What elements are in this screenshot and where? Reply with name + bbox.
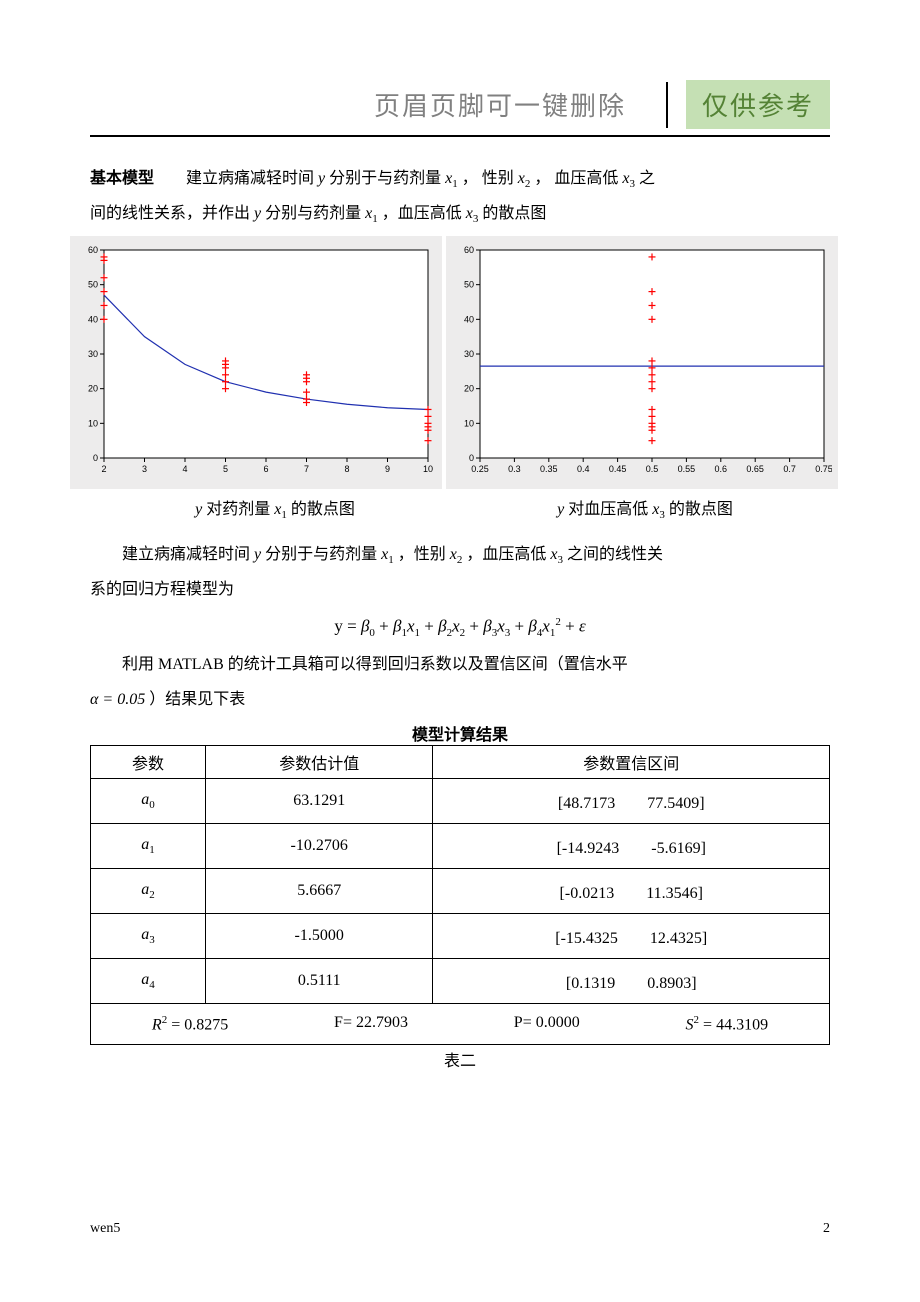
lead-bold: 基本模型: [90, 170, 154, 187]
cell-est: 0.5111: [205, 958, 433, 1003]
var-y: y: [318, 170, 325, 187]
cell-param: a3: [91, 913, 206, 958]
svg-text:0: 0: [93, 453, 98, 463]
cell-ci: [-15.4325 12.4325]: [433, 913, 830, 958]
paragraph-2: 建立病痛减轻时间 y 分别于与药剂量 x1 ，性别 x2 ，血压高低 x3 之间…: [90, 537, 830, 608]
svg-text:0.25: 0.25: [471, 464, 489, 474]
svg-text:50: 50: [464, 279, 474, 289]
svg-text:2: 2: [101, 464, 106, 474]
svg-text:40: 40: [88, 314, 98, 324]
header-divider: [666, 82, 668, 128]
table-row: a3-1.5000[-15.4325 12.4325]: [91, 913, 830, 958]
table-row: a063.1291[48.7173 77.5409]: [91, 778, 830, 823]
svg-text:7: 7: [304, 464, 309, 474]
svg-text:30: 30: [464, 349, 474, 359]
stat-p: P= 0.0000: [514, 1014, 580, 1034]
table-row: a25.6667[-0.0213 11.3546]: [91, 868, 830, 913]
stat-r2: R2 = 0.8275: [152, 1014, 228, 1034]
col-ci: 参数置信区间: [433, 745, 830, 778]
svg-text:10: 10: [88, 418, 98, 428]
alpha-eq: α = 0.05: [90, 691, 145, 708]
chart-right-svg: 0.25 0.3 0.35 0.4 0.45 0.5 0.55 0.6 0.65 0.7 0.75 0…: [452, 242, 832, 478]
stats-row: R2 = 0.8275 F= 22.7903 P= 0.0000 S2 = 44…: [91, 1003, 830, 1044]
svg-text:20: 20: [88, 383, 98, 393]
page-header: 页眉页脚可一键删除 仅供参考: [90, 80, 830, 137]
cell-ci: [-14.9243 -5.6169]: [433, 823, 830, 868]
table-title: 模型计算结果: [90, 721, 830, 745]
cell-ci: [-0.0213 11.3546]: [433, 868, 830, 913]
cell-param: a4: [91, 958, 206, 1003]
chart-right: 0.25 0.3 0.35 0.4 0.45 0.5 0.55 0.6 0.65 0.7 0.75 0…: [446, 236, 838, 489]
svg-text:0.45: 0.45: [609, 464, 627, 474]
svg-text:0.5: 0.5: [646, 464, 659, 474]
charts-row: 23456789100102030405060 0.250.30.350.40.…: [70, 236, 830, 489]
svg-text:60: 60: [88, 245, 98, 255]
chart-captions: y 对药剂量 x1 的散点图 y 对血压高低 x3 的散点图: [90, 495, 830, 521]
svg-text:9: 9: [385, 464, 390, 474]
svg-text:0.35: 0.35: [540, 464, 558, 474]
svg-text:40: 40: [464, 314, 474, 324]
caption-right: y 对血压高低 x3 的散点图: [460, 495, 830, 521]
table-row: a1-10.2706[-14.9243 -5.6169]: [91, 823, 830, 868]
chart-left: 2 3 4 5 6 7 8 9 10 0 10 20 30 40 50 60: [70, 236, 442, 489]
svg-text:0.7: 0.7: [783, 464, 796, 474]
paragraph-3: 利用 MATLAB 的统计工具箱可以得到回归系数以及置信区间（置信水平 α = …: [90, 647, 830, 717]
svg-text:4: 4: [182, 464, 187, 474]
svg-text:0.55: 0.55: [678, 464, 696, 474]
col-estimate: 参数估计值: [205, 745, 433, 778]
var-x3: x: [622, 170, 629, 187]
cell-est: 63.1291: [205, 778, 433, 823]
svg-text:8: 8: [344, 464, 349, 474]
table-caption: 表二: [90, 1047, 830, 1071]
cell-param: a2: [91, 868, 206, 913]
header-left-text: 页眉页脚可一键删除: [374, 86, 626, 123]
page-footer: wen5 2: [90, 1221, 830, 1237]
svg-text:60: 60: [464, 245, 474, 255]
table-row: a40.5111[0.1319 0.8903]: [91, 958, 830, 1003]
header-badge: 仅供参考: [686, 80, 830, 129]
table-header-row: 参数 参数估计值 参数置信区间: [91, 745, 830, 778]
svg-text:50: 50: [88, 279, 98, 289]
stat-s2: S2 = 44.3109: [686, 1014, 769, 1034]
page: 页眉页脚可一键删除 仅供参考 基本模型 建立病痛减轻时间 y 分别于与药剂量 x…: [0, 0, 920, 1277]
svg-text:0.4: 0.4: [577, 464, 590, 474]
cell-est: 5.6667: [205, 868, 433, 913]
svg-text:0.3: 0.3: [508, 464, 521, 474]
chart-left-svg: 2 3 4 5 6 7 8 9 10 0 10 20 30 40 50 60: [76, 242, 436, 478]
svg-text:0.65: 0.65: [746, 464, 764, 474]
svg-text:0: 0: [469, 453, 474, 463]
cell-param: a0: [91, 778, 206, 823]
col-param: 参数: [91, 745, 206, 778]
footer-left: wen5: [90, 1221, 120, 1237]
svg-text:20: 20: [464, 383, 474, 393]
svg-text:30: 30: [88, 349, 98, 359]
cell-est: -10.2706: [205, 823, 433, 868]
cell-param: a1: [91, 823, 206, 868]
cell-ci: [0.1319 0.8903]: [433, 958, 830, 1003]
svg-text:10: 10: [464, 418, 474, 428]
stat-f: F= 22.7903: [334, 1014, 408, 1034]
footer-right: 2: [823, 1221, 830, 1237]
var-x2: x: [518, 170, 525, 187]
cell-ci: [48.7173 77.5409]: [433, 778, 830, 823]
svg-text:0.75: 0.75: [815, 464, 832, 474]
cell-est: -1.5000: [205, 913, 433, 958]
regression-equation: y = β0 + β1x1 + β2x2 + β3x3 + β4x12 + ε: [90, 616, 830, 639]
results-table: 参数 参数估计值 参数置信区间 a063.1291[48.7173 77.540…: [90, 745, 830, 1045]
svg-text:5: 5: [223, 464, 228, 474]
svg-text:10: 10: [423, 464, 433, 474]
svg-text:0.6: 0.6: [715, 464, 728, 474]
svg-text:3: 3: [142, 464, 147, 474]
paragraph-1: 基本模型 建立病痛减轻时间 y 分别于与药剂量 x1 ， 性别 x2 ， 血压高…: [90, 161, 830, 232]
svg-text:6: 6: [263, 464, 268, 474]
caption-left: y 对药剂量 x1 的散点图: [90, 495, 460, 521]
